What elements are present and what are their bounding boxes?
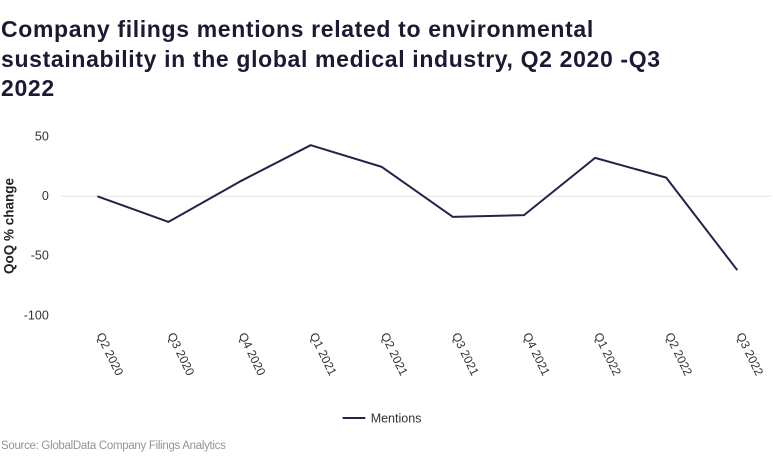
svg-text:Q4 2021: Q4 2021 xyxy=(520,330,553,378)
svg-text:50: 50 xyxy=(35,130,49,144)
svg-text:Q3 2022: Q3 2022 xyxy=(733,330,766,378)
svg-text:Q4 2020: Q4 2020 xyxy=(236,330,269,378)
svg-text:Q2 2022: Q2 2022 xyxy=(662,330,695,378)
svg-text:Q3 2020: Q3 2020 xyxy=(165,330,198,378)
svg-text:Q1 2021: Q1 2021 xyxy=(307,330,340,378)
svg-text:Q2 2020: Q2 2020 xyxy=(94,330,127,378)
svg-text:0: 0 xyxy=(42,189,49,203)
svg-text:-100: -100 xyxy=(24,308,49,322)
svg-text:Q3 2021: Q3 2021 xyxy=(449,330,482,378)
svg-text:Mentions: Mentions xyxy=(371,412,422,426)
svg-text:Q1 2022: Q1 2022 xyxy=(591,330,624,378)
svg-text:QoQ % change: QoQ % change xyxy=(2,178,17,275)
svg-text:Q2 2021: Q2 2021 xyxy=(378,330,411,378)
svg-text:-50: -50 xyxy=(31,249,49,263)
